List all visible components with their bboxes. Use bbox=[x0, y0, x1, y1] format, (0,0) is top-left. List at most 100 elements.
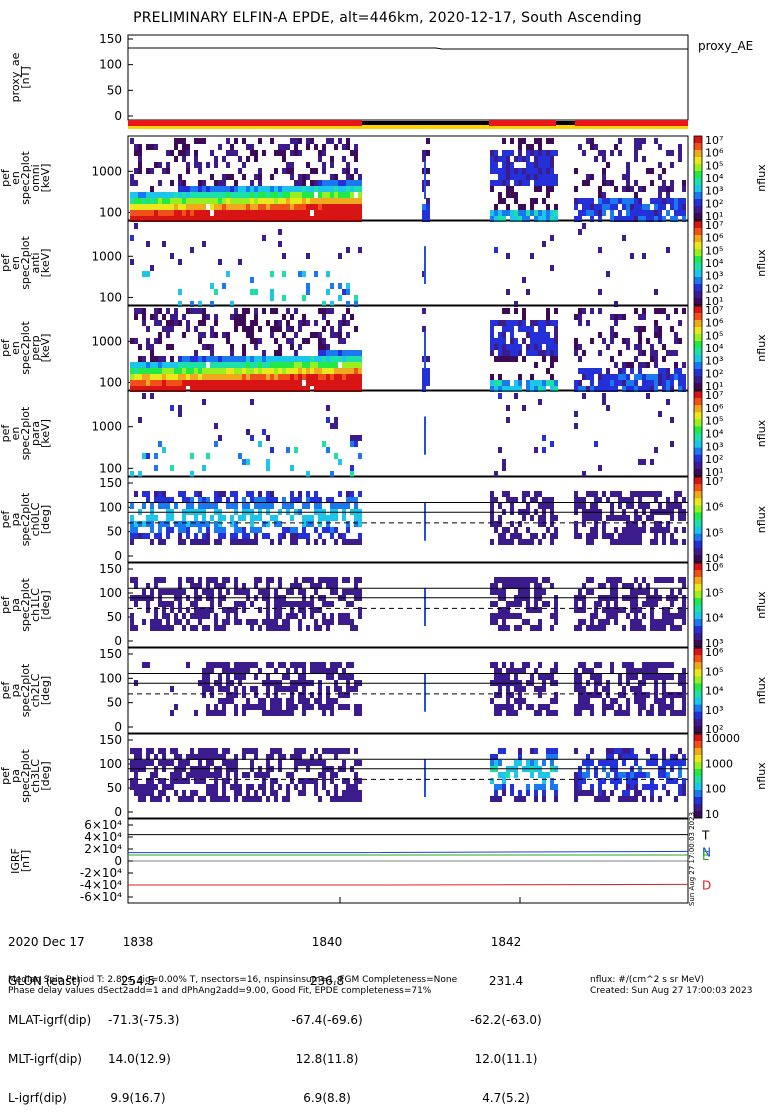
colorbar-5-tick-0: 10⁷ bbox=[705, 475, 723, 488]
colorbar-4-tick-4: 10³ bbox=[705, 440, 723, 453]
colorbar-2-seg-18 bbox=[694, 284, 702, 288]
footer-c2-3: 12.8(11.8) bbox=[295, 1052, 359, 1066]
colorbar-7-seg-6 bbox=[694, 669, 702, 674]
colorbar-label-3: nflux bbox=[755, 334, 768, 362]
panel-3-ytick-0: 1000 bbox=[91, 334, 122, 348]
colorbar-3-seg-5 bbox=[694, 323, 702, 328]
heatmap-cells-6 bbox=[130, 577, 686, 631]
colorbar-8-seg-3 bbox=[694, 744, 702, 749]
colorbar-4-seg-0 bbox=[694, 391, 702, 396]
colorbar-label-1: nflux bbox=[755, 164, 768, 192]
panel-9-ytick-2: 2×10⁴ bbox=[84, 842, 122, 856]
footer-c1-4: 9.9(16.7) bbox=[110, 1091, 166, 1105]
colorbar-1-seg-20 bbox=[694, 206, 702, 210]
colorbar-3-seg-15 bbox=[694, 358, 702, 363]
colorbar-2-seg-12 bbox=[694, 263, 702, 267]
colorbar-4-seg-21 bbox=[694, 465, 702, 470]
colorbar-7-tick-0: 10⁶ bbox=[705, 646, 724, 659]
colorbar-1-seg-9 bbox=[694, 167, 702, 172]
heatmap-cells-4 bbox=[130, 393, 674, 477]
colorbar-4-seg-9 bbox=[694, 422, 702, 427]
panel-frame-4 bbox=[127, 390, 689, 477]
colorbar-7-seg-15 bbox=[694, 701, 702, 706]
colorbar-4-seg-4 bbox=[694, 405, 702, 410]
colorbar-8-seg-0 bbox=[694, 734, 702, 738]
panel-frame-2 bbox=[127, 220, 689, 306]
colorbar-4-tick-5: 10² bbox=[705, 453, 723, 466]
colorbar-3-seg-23 bbox=[694, 386, 702, 391]
panel-8-ytick-0: 150 bbox=[99, 733, 122, 747]
colorbar-4-seg-2 bbox=[694, 398, 702, 403]
colorbar-3-tick-6: 10¹ bbox=[705, 380, 723, 393]
colorbar-4-seg-18 bbox=[694, 454, 702, 459]
colorbar-4-tick-2: 10⁵ bbox=[705, 415, 723, 428]
colorbar-6-tick-0: 10⁶ bbox=[705, 561, 724, 574]
footer-c3-4: 4.7(5.2) bbox=[482, 1091, 530, 1105]
colorbar-frame-3 bbox=[693, 305, 703, 391]
colorbar-1-seg-4 bbox=[694, 150, 702, 154]
colorbar-5-seg-12 bbox=[694, 519, 702, 524]
colorbar-4-seg-16 bbox=[694, 447, 702, 452]
colorbar-1-seg-21 bbox=[694, 209, 702, 214]
colorbar-5-seg-15 bbox=[694, 530, 702, 535]
colorbar-3-seg-0 bbox=[694, 306, 702, 310]
panel-ylabel-3: elapefenspec2plotperp[keV] bbox=[0, 321, 52, 375]
colorbar-3-seg-13 bbox=[694, 351, 702, 356]
colorbar-2-seg-22 bbox=[694, 298, 702, 302]
colorbar-7-seg-2 bbox=[694, 655, 702, 660]
colorbar-5-seg-18 bbox=[694, 540, 702, 545]
colorbar-1-seg-13 bbox=[694, 181, 702, 186]
panel-frame-1 bbox=[127, 135, 689, 221]
colorbar-3-seg-2 bbox=[694, 313, 702, 317]
igrf-legend-D: D bbox=[702, 878, 711, 892]
colorbar-2-seg-9 bbox=[694, 252, 702, 257]
colorbar-frame-4 bbox=[693, 390, 703, 477]
colorbar-8-seg-6 bbox=[694, 755, 702, 759]
colorbar-3-tick-0: 10⁷ bbox=[705, 304, 723, 317]
colorbar-5-seg-21 bbox=[694, 551, 702, 556]
footer-label-1: GLON (east) bbox=[8, 974, 81, 988]
colorbar-4-seg-1 bbox=[694, 394, 702, 399]
colorbar-6-seg-6 bbox=[694, 584, 702, 588]
footer-col-1840: 1840 236.8 -67.4(-69.6) 12.8(11.8) 6.9(8… bbox=[287, 910, 367, 1118]
panel-frame-7 bbox=[127, 647, 689, 734]
colorbar-8-seg-12 bbox=[694, 776, 702, 780]
colorbar-1-seg-16 bbox=[694, 192, 702, 196]
spike-7 bbox=[424, 673, 426, 712]
panel-ylabel-6: elapefpaspec2plotch1LC[deg] bbox=[0, 578, 52, 632]
panel-8: elapefpaspec2plotch3LC[deg] 150 100 50 0 1000… bbox=[0, 732, 768, 821]
colorbar-1-tick-0: 10⁷ bbox=[705, 134, 723, 147]
footer-c3-2: -62.2(-63.0) bbox=[470, 1013, 542, 1027]
panel-7-ytick-1: 100 bbox=[99, 671, 122, 685]
colorbar-3-seg-14 bbox=[694, 355, 702, 359]
colorbar-5-seg-17 bbox=[694, 537, 702, 542]
colorbar-5-seg-0 bbox=[694, 477, 702, 482]
colorbar-4-seg-15 bbox=[694, 444, 702, 449]
colorbar-5-seg-1 bbox=[694, 480, 702, 485]
colorbar-2-tick-3: 10⁴ bbox=[705, 257, 724, 270]
colorbar-5-tick-3: 10⁴ bbox=[705, 552, 724, 565]
colorbar-1-seg-22 bbox=[694, 213, 702, 217]
colorbar-8-seg-19 bbox=[694, 800, 702, 805]
colorbar-7-seg-22 bbox=[694, 725, 702, 730]
panel-8-ytick-2: 50 bbox=[107, 781, 122, 795]
colorbar-7-seg-1 bbox=[694, 651, 702, 656]
colorbar-1-seg-23 bbox=[694, 216, 702, 221]
colorbar-7-seg-23 bbox=[694, 729, 702, 734]
colorbar-2-seg-15 bbox=[694, 273, 702, 278]
footer-row-labels: 2020 Dec 17 GLON (east) MLAT-igrf(dip) M… bbox=[8, 910, 91, 1118]
colorbar-2-seg-1 bbox=[694, 224, 702, 229]
colorbar-5-seg-22 bbox=[694, 554, 702, 559]
panel-5-ytick-0: 150 bbox=[99, 476, 122, 490]
colorbar-4-seg-19 bbox=[694, 458, 702, 463]
footer-c2-4: 6.9(8.8) bbox=[303, 1091, 351, 1105]
colorbar-2-seg-21 bbox=[694, 294, 702, 299]
footer-c1-1: 254.5 bbox=[120, 974, 156, 988]
colorbar-6-seg-16 bbox=[694, 619, 702, 623]
panel-ylabel-1: elapefenspec2plotomni[keV] bbox=[0, 151, 52, 205]
colorbar-1-tick-1: 10⁶ bbox=[705, 147, 724, 160]
colorbar-2-seg-19 bbox=[694, 287, 702, 292]
panel-9: IGRF[nT] 6×10⁴4×10⁴2×10⁴0-2×10⁴-4×10⁴-6×1… bbox=[9, 812, 711, 906]
colorbar-8-seg-22 bbox=[694, 811, 702, 815]
colorbar-2-seg-6 bbox=[694, 242, 702, 246]
